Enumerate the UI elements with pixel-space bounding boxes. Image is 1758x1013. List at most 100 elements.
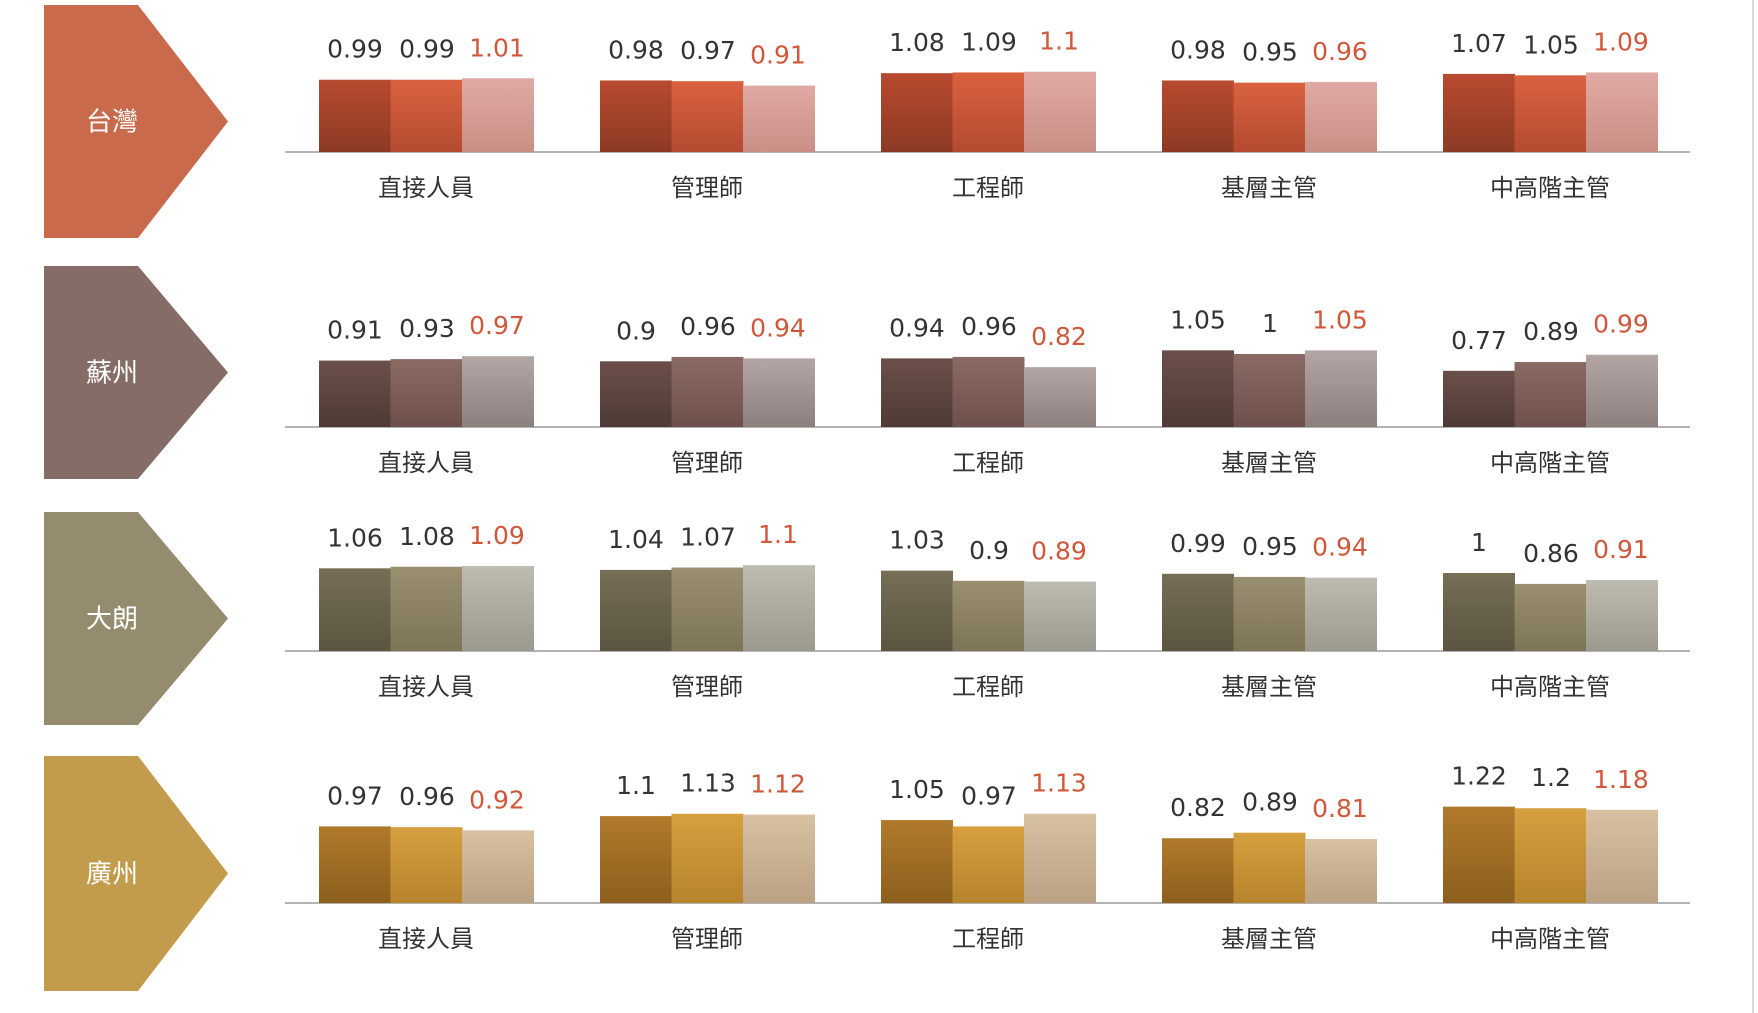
panel-4-bar-c3-s1 xyxy=(881,820,953,903)
panel-1-bar-c3-s3 xyxy=(1024,71,1096,152)
panel-4-category-label-2: 管理師 xyxy=(671,925,743,953)
panel-1-bar-c5-s2 xyxy=(1514,75,1587,152)
panel-2-value-label-c1-s3: 0.97 xyxy=(469,311,525,340)
panel-2-bar-c4-s1 xyxy=(1162,350,1234,427)
panel-2-category-label-2: 管理師 xyxy=(671,449,743,477)
panel-3-value-label-c1-s3: 1.09 xyxy=(469,521,525,550)
panel-1-bar-c1-s1 xyxy=(319,79,391,152)
panel-4-category-label-4: 基層主管 xyxy=(1221,925,1317,953)
panel-4-bar-c2-s2 xyxy=(671,813,744,903)
panel-3-value-label-c2-s1: 1.04 xyxy=(608,525,664,554)
panel-2-value-label-c3-s3: 0.82 xyxy=(1031,322,1087,351)
panel-3-bar-c2-s2 xyxy=(671,567,744,651)
panel-1-bar-c5-s1 xyxy=(1443,73,1515,152)
panel-2-value-label-c4-s1: 1.05 xyxy=(1170,305,1226,334)
panel-2-bar-c3-s2 xyxy=(952,356,1025,427)
panel-2-bar-c2-s2 xyxy=(671,356,744,427)
panel-4-bar-c4-s1 xyxy=(1162,838,1234,903)
panel-3-bar-c1-s3 xyxy=(462,565,534,651)
panel-1-bar-c4-s2 xyxy=(1233,82,1306,152)
panel-3-value-label-c4-s3: 0.94 xyxy=(1312,533,1368,562)
panel-2-value-label-c5-s2: 0.89 xyxy=(1523,317,1579,346)
panel-4-category-label-5: 中高階主管 xyxy=(1490,925,1610,953)
panel-4-value-label-c3-s2: 0.97 xyxy=(961,781,1017,810)
panel-4-value-label-c3-s3: 1.13 xyxy=(1031,769,1087,798)
panel-3-category-label-3: 工程師 xyxy=(952,673,1024,701)
panel-1-value-label-c2-s2: 0.97 xyxy=(680,36,736,65)
panel-2-bar-c2-s3 xyxy=(743,358,815,427)
panel-4-category-label-3: 工程師 xyxy=(952,925,1024,953)
panel-4-value-label-c4-s3: 0.81 xyxy=(1312,794,1368,823)
panel-3-value-label-c1-s1: 1.06 xyxy=(327,523,383,552)
panel-1-bar-c3-s2 xyxy=(952,72,1025,152)
panel-3-value-label-c4-s2: 0.95 xyxy=(1242,532,1298,561)
panel-2-bar-c4-s3 xyxy=(1305,350,1377,427)
panel-2-bar-c1-s1 xyxy=(319,360,391,427)
region-arrow-1 xyxy=(44,5,228,238)
panel-3-value-label-c4-s1: 0.99 xyxy=(1170,529,1226,558)
panel-4-bar-c5-s2 xyxy=(1514,808,1587,903)
panel-2-value-label-c3-s1: 0.94 xyxy=(889,313,945,342)
panel-3-bar-c1-s2 xyxy=(390,566,463,651)
panel-1-category-label-3: 工程師 xyxy=(952,174,1024,202)
panel-2-category-label-3: 工程師 xyxy=(952,449,1024,477)
panel-3-value-label-c3-s3: 0.89 xyxy=(1031,537,1087,566)
panel-3-value-label-c1-s2: 1.08 xyxy=(399,522,455,551)
panel-4-bar-c5-s3 xyxy=(1586,809,1658,903)
panel-3-category-label-2: 管理師 xyxy=(671,673,743,701)
panel-1-bar-c2-s3 xyxy=(743,85,815,152)
panel-2-value-label-c2-s1: 0.9 xyxy=(616,316,656,345)
panel-3-bar-c5-s2 xyxy=(1514,583,1587,651)
panel-1-value-label-c3-s3: 1.1 xyxy=(1039,27,1079,56)
panel-2-bar-c3-s1 xyxy=(881,358,953,427)
panel-1-value-label-c4-s2: 0.95 xyxy=(1242,38,1298,67)
panel-4-category-label-1: 直接人員 xyxy=(378,925,474,953)
panel-1-category-label-1: 直接人員 xyxy=(378,174,474,202)
panel-1-bar-c4-s3 xyxy=(1305,81,1377,152)
panel-1-value-label-c1-s2: 0.99 xyxy=(399,35,455,64)
panel-2-bar-c5-s1 xyxy=(1443,370,1515,427)
panel-2-bar-c5-s2 xyxy=(1514,362,1587,427)
panel-4-bar-c4-s3 xyxy=(1305,839,1377,903)
panel-3-bar-c1-s1 xyxy=(319,568,391,651)
panel-1-category-label-4: 基層主管 xyxy=(1221,174,1317,202)
panel-1-value-label-c5-s2: 1.05 xyxy=(1523,30,1579,59)
panel-2-bar-c1-s2 xyxy=(390,359,463,427)
panel-3-category-label-1: 直接人員 xyxy=(378,673,474,701)
panel-3-bar-c5-s3 xyxy=(1586,580,1658,651)
panel-4-value-label-c1-s1: 0.97 xyxy=(327,781,383,810)
panel-2-value-label-c5-s3: 0.99 xyxy=(1593,310,1649,339)
panel-3-value-label-c5-s2: 0.86 xyxy=(1523,539,1579,568)
panel-4-value-label-c1-s2: 0.96 xyxy=(399,782,455,811)
panel-3-value-label-c3-s1: 1.03 xyxy=(889,526,945,555)
region-label-3: 大朗 xyxy=(86,605,138,635)
panel-1-value-label-c1-s3: 1.01 xyxy=(469,33,525,62)
panel-4-value-label-c1-s3: 0.92 xyxy=(469,785,525,814)
panel-2-bar-c4-s2 xyxy=(1233,354,1306,427)
panel-3-bar-c3-s1 xyxy=(881,570,953,651)
panel-1-bar-c4-s1 xyxy=(1162,80,1234,152)
panel-2-bar-c2-s1 xyxy=(600,361,672,427)
panel-3-bar-c4-s3 xyxy=(1305,577,1377,651)
panel-3-bar-c2-s3 xyxy=(743,565,815,651)
panel-3-bar-c2-s1 xyxy=(600,569,672,651)
panel-2-value-label-c3-s2: 0.96 xyxy=(961,312,1017,341)
panel-1-value-label-c5-s1: 1.07 xyxy=(1451,29,1507,58)
panel-3-bar-c4-s2 xyxy=(1233,576,1306,651)
panel-4-bar-c3-s2 xyxy=(952,826,1025,903)
panel-3-bar-c5-s1 xyxy=(1443,573,1515,651)
panel-1-value-label-c3-s2: 1.09 xyxy=(961,27,1017,56)
panel-4-bar-c1-s3 xyxy=(462,830,534,903)
panel-3-bar-c4-s1 xyxy=(1162,573,1234,651)
panel-2-value-label-c1-s2: 0.93 xyxy=(399,314,455,343)
region-arrow-4 xyxy=(44,756,228,991)
panel-2-value-label-c4-s3: 1.05 xyxy=(1312,305,1368,334)
panel-4-bar-c3-s3 xyxy=(1024,813,1096,903)
panel-1-bar-c1-s3 xyxy=(462,78,534,152)
panel-4-value-label-c5-s2: 1.2 xyxy=(1531,763,1571,792)
panel-2-category-label-1: 直接人員 xyxy=(378,449,474,477)
panel-1-value-label-c3-s1: 1.08 xyxy=(889,28,945,57)
panel-4-value-label-c5-s3: 1.18 xyxy=(1593,765,1649,794)
panel-1-value-label-c1-s1: 0.99 xyxy=(327,35,383,64)
